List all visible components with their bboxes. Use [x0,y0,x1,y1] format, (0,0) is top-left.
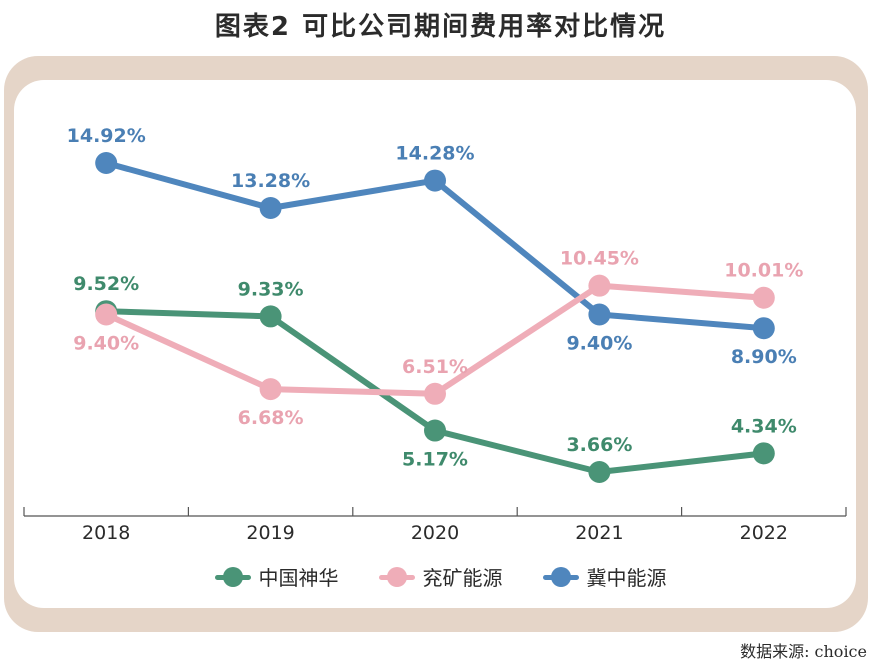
data-label: 6.51% [402,356,468,378]
data-point [752,286,775,309]
data-point [588,274,611,297]
data-label: 4.34% [731,415,797,437]
data-label: 9.40% [73,332,139,354]
legend-item: 中国神华 [214,562,339,591]
legend-label: 冀中能源 [586,566,667,590]
data-label: 9.52% [73,273,139,295]
data-point [424,419,446,442]
series-group [95,152,775,483]
data-point [424,382,446,405]
data-label: 9.40% [566,332,632,354]
data-point [752,442,775,465]
data-point [588,303,611,326]
data-point [95,303,118,326]
data-label: 6.68% [238,407,304,429]
legend: 中国神华 兖矿能源 冀中能源 [0,562,881,591]
legend-item: 兖矿能源 [378,562,503,591]
data-source: 数据来源: choice [740,642,867,661]
legend-marker-icon [378,566,415,587]
legend-label: 中国神华 [258,566,339,590]
legend-label: 兖矿能源 [422,566,503,590]
data-label: 14.28% [395,143,474,165]
x-tick-label: 2021 [575,522,623,544]
data-point [259,305,282,328]
legend-marker-icon [214,566,251,587]
x-axis: 2018 2019 2020 2021 2022 [23,507,847,544]
chart-title: 图表2 可比公司期间费用率对比情况 [214,12,667,42]
data-labels: 9.52% 9.33% 5.17% 3.66% 4.34% 9.40% 6.68% 6.51%… [67,125,804,471]
legend-item: 冀中能源 [542,562,667,591]
x-tick-label: 2022 [740,522,788,544]
data-point [588,461,611,483]
data-label: 8.90% [731,346,797,368]
legend-marker-icon [542,566,579,587]
data-point [259,378,282,401]
data-point [95,152,118,174]
data-point [259,197,282,220]
data-label: 3.66% [566,434,632,456]
data-label: 9.33% [238,278,304,300]
data-label: 14.92% [67,125,146,147]
x-tick-label: 2020 [411,522,459,544]
x-tick-label: 2018 [82,522,130,544]
data-point [752,317,775,340]
data-label: 5.17% [402,449,468,471]
chart-panel [14,80,856,608]
data-label: 10.01% [724,260,803,282]
data-point [424,169,446,192]
data-label: 13.28% [231,170,310,192]
data-label: 10.45% [560,248,639,270]
x-tick-label: 2019 [246,522,294,544]
